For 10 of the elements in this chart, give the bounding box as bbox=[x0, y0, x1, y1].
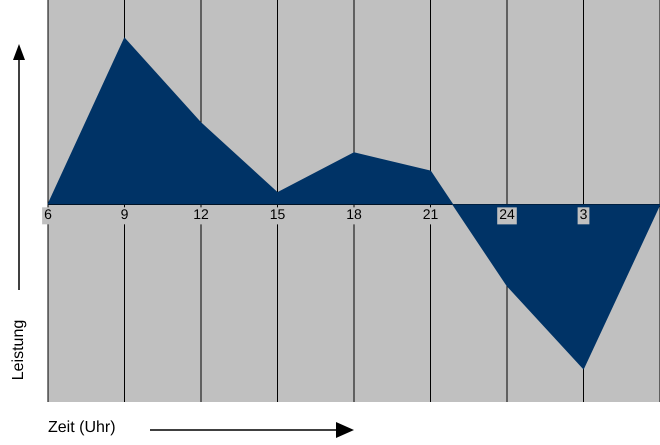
x-tick-label: 3 bbox=[580, 206, 588, 222]
y-axis-title: Leistung bbox=[10, 320, 28, 380]
x-axis-title: Zeit (Uhr) bbox=[48, 419, 116, 437]
x-tick-label: 9 bbox=[120, 206, 129, 222]
x-tick-label: 12 bbox=[193, 206, 209, 222]
x-tick-label: 18 bbox=[346, 206, 362, 222]
x-tick-label: 21 bbox=[422, 206, 438, 222]
x-tick-label: 15 bbox=[270, 206, 286, 222]
x-tick-label: 6 bbox=[44, 206, 52, 222]
x-tick-label: 24 bbox=[499, 206, 515, 222]
